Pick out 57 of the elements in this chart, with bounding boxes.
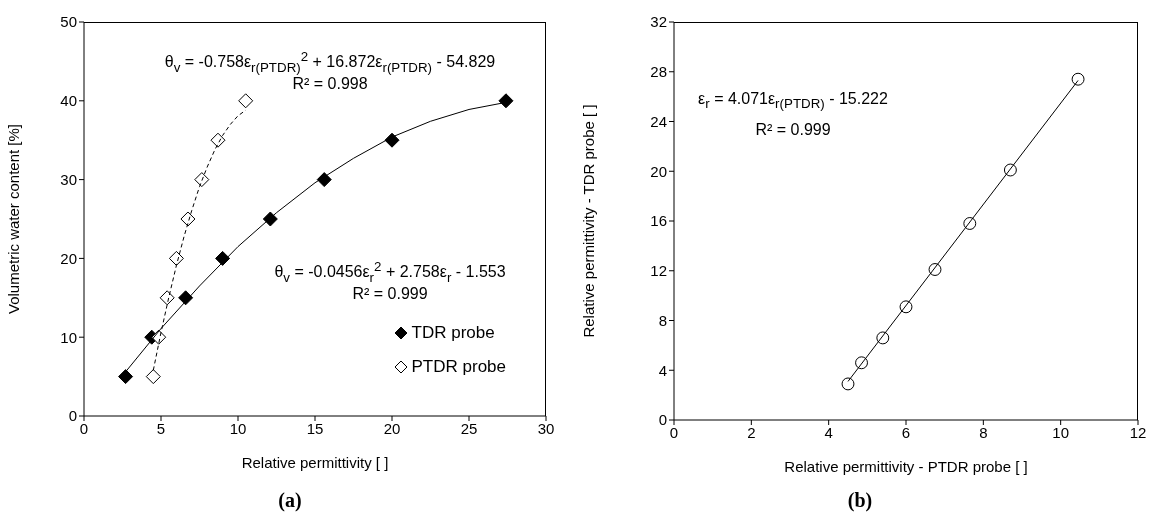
x-tick-label: 20	[383, 419, 401, 437]
x-axis-title: Relative permittivity - PTDR probe [ ]	[784, 458, 1028, 475]
text: (b)	[847, 489, 873, 511]
y-tick-label: 10	[60, 328, 77, 346]
x-tick-label: 10	[1052, 423, 1070, 441]
point	[118, 369, 134, 385]
annotation: ε$_{r}$ = 4.071ε$_{r(PTDR)}$ - 15.222	[698, 90, 888, 112]
x-tick-label: 12	[1129, 423, 1147, 441]
x-tick-label: 5	[156, 419, 166, 437]
y-tick-label: 12	[650, 262, 667, 280]
point	[168, 250, 184, 266]
legend-label: PTDR probe	[411, 357, 506, 377]
annotation: R² = 0.999	[352, 285, 428, 302]
x-tick-label: 0	[79, 419, 89, 437]
x-tick-label: 2	[747, 423, 756, 441]
y-tick-label: 20	[650, 162, 667, 180]
x-tick-label: 25	[460, 419, 478, 437]
text: (a)	[278, 489, 302, 511]
x-tick-label: 6	[901, 423, 911, 441]
point	[215, 250, 231, 266]
point	[194, 172, 210, 188]
point	[384, 132, 400, 148]
point	[145, 369, 161, 385]
point	[210, 132, 226, 148]
point	[238, 93, 254, 109]
y-tick-label: 8	[658, 311, 667, 329]
annotation: θ$_{v}$ = -0.758ε$_{r(PTDR)}$$^{2}$ + 16.872ε$_{r(PTDR)}$ - 54.829	[164, 49, 496, 75]
y-tick-label: 28	[650, 63, 667, 81]
annotation: R² = 0.998	[292, 75, 368, 92]
y-tick-label: 50	[60, 13, 77, 31]
x-tick-label: 8	[979, 423, 988, 441]
point	[159, 290, 175, 306]
x-tick-label: 4	[824, 423, 833, 441]
x-tick-label: 0	[669, 423, 679, 441]
y-tick-label: 4	[658, 361, 667, 379]
y-tick-label: 30	[60, 170, 77, 188]
y-tick-label: 0	[68, 407, 77, 425]
y-tick-label: 16	[650, 212, 667, 230]
annotation: θ$_{v}$ = -0.0456ε$_{r}$$^{2}$ + 2.758ε$_{r}$ - 1.553	[274, 259, 506, 285]
point	[498, 93, 514, 109]
annotation: R² = 0.999	[755, 121, 831, 138]
x-tick-label: 15	[306, 419, 324, 437]
y-axis-title: Volumetric water content [%]	[5, 123, 23, 315]
y-tick-label: 32	[650, 13, 667, 31]
point	[841, 377, 855, 391]
y-tick-label: 24	[650, 112, 667, 130]
y-tick-label: 40	[60, 92, 77, 110]
legend-label: TDR probe	[411, 323, 495, 343]
x-tick-label: 30	[537, 419, 555, 437]
y-tick-label: 20	[60, 249, 77, 267]
y-axis-title: Relative permittivity - TDR probe [ ]	[580, 104, 598, 338]
point	[1071, 72, 1085, 86]
x-axis-title: Relative permittivity [ ]	[241, 454, 389, 471]
point	[262, 211, 278, 227]
point	[316, 172, 332, 188]
x-tick-label: 10	[229, 419, 247, 437]
point	[178, 290, 194, 306]
